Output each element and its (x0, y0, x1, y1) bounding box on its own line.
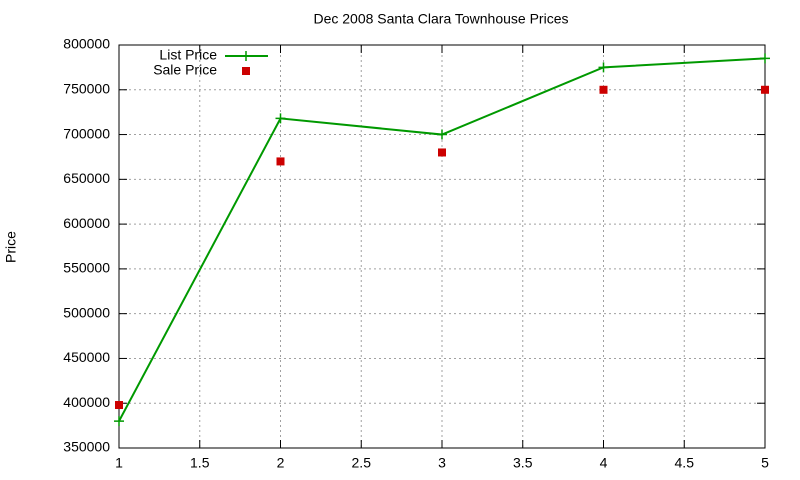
point-marker (115, 401, 123, 410)
y-axis-label: Price (3, 231, 19, 263)
x-tick-label: 2 (277, 455, 285, 471)
y-tick-label: 650000 (63, 170, 110, 186)
x-tick-label: 2.5 (352, 455, 372, 471)
legend-swatch (241, 51, 251, 61)
legend-swatch (242, 67, 250, 75)
y-tick-label: 500000 (63, 304, 110, 320)
plot-border (118, 44, 766, 449)
x-tick-label: 5 (761, 455, 769, 471)
point-marker (437, 129, 447, 140)
y-tick-label: 600000 (63, 215, 110, 231)
y-tick-label: 800000 (63, 36, 110, 52)
x-tick-label: 1.5 (190, 455, 210, 471)
y-tick-label: 450000 (63, 349, 110, 365)
x-tick-label: 4.5 (675, 455, 695, 471)
y-tick-label: 750000 (63, 80, 110, 96)
y-tick-label: 400000 (63, 394, 110, 410)
point-marker (761, 85, 769, 94)
x-tick-label: 1 (115, 455, 123, 471)
point-marker (598, 62, 609, 73)
y-tick-label: 350000 (63, 439, 110, 455)
point-marker (438, 148, 446, 157)
point-marker (275, 113, 286, 124)
legend-label: Sale Price (153, 62, 217, 78)
point-marker (599, 85, 608, 94)
point-marker (114, 416, 124, 427)
x-tick-label: 4 (600, 455, 608, 471)
legend-label: List Price (159, 47, 217, 63)
y-tick-label: 700000 (63, 125, 110, 141)
y-tick-label: 550000 (63, 260, 110, 276)
chart-title: Dec 2008 Santa Clara Townhouse Prices (313, 11, 568, 27)
point-marker (760, 53, 770, 64)
point-marker (276, 157, 285, 166)
x-tick-label: 3.5 (513, 455, 533, 471)
x-tick-label: 3 (438, 455, 446, 471)
